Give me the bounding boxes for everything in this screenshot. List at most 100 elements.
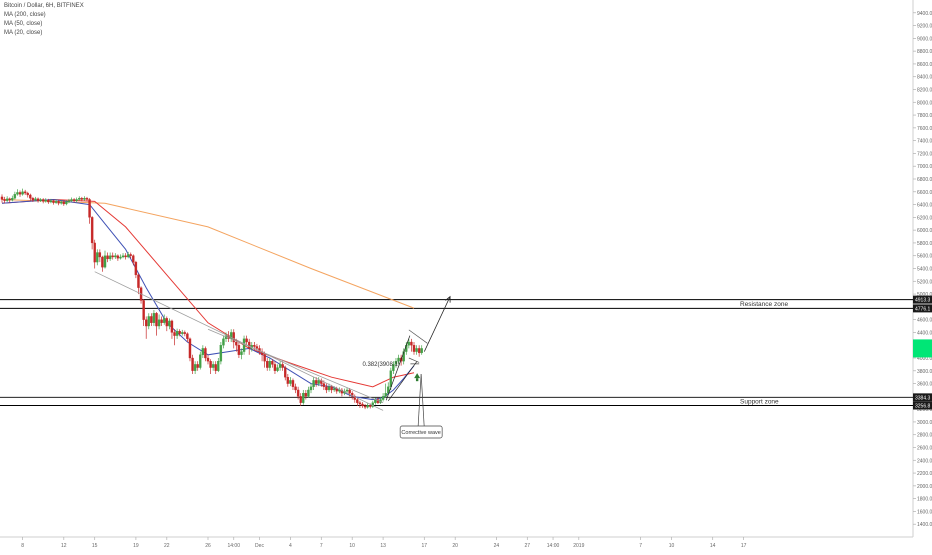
candle <box>47 198 50 204</box>
candle-body <box>296 389 300 397</box>
candle <box>412 342 416 355</box>
candle-body <box>96 252 99 263</box>
candle <box>13 191 17 200</box>
candle-body <box>322 383 326 387</box>
candle <box>181 329 184 336</box>
candle-body <box>173 332 176 336</box>
candle-body <box>23 191 27 194</box>
candle <box>394 358 398 368</box>
candle-body <box>204 348 207 359</box>
candle-body <box>222 338 225 346</box>
candle <box>219 342 223 365</box>
candle-body <box>72 199 76 201</box>
support-zone-label: Support zone <box>740 398 779 405</box>
time-tick-label: 8 <box>21 543 24 549</box>
candle <box>108 252 112 261</box>
candle <box>217 358 220 373</box>
candle-body <box>75 199 78 201</box>
candle <box>276 364 279 373</box>
candle <box>83 196 86 201</box>
candle <box>57 200 60 206</box>
price-tick-label: 3000.0 <box>917 420 932 426</box>
candle <box>358 400 362 408</box>
candle-body <box>294 386 297 391</box>
time-tick-label: 19 <box>133 543 139 549</box>
candle <box>278 361 282 371</box>
candle <box>229 329 233 343</box>
candle-body <box>209 361 212 368</box>
candle-body <box>16 192 19 195</box>
candle-body <box>116 255 120 259</box>
candle-body <box>384 393 387 397</box>
candle-body <box>31 198 35 201</box>
candle-body <box>235 341 238 346</box>
price-tick-label: 8600.0 <box>917 62 932 68</box>
candle <box>361 402 364 408</box>
candle <box>209 359 212 374</box>
candle <box>134 260 138 279</box>
price-label-tag <box>913 401 932 410</box>
candle <box>70 197 73 203</box>
candle-body <box>206 357 210 362</box>
price-tick-label: 6000.0 <box>917 228 932 234</box>
price-tick-label: 5400.0 <box>917 267 932 273</box>
candle <box>309 383 313 394</box>
candle-body <box>237 345 241 355</box>
price-tick-label: 8000.0 <box>917 100 932 106</box>
candle-body <box>70 199 73 201</box>
candle <box>273 361 277 374</box>
candle <box>42 198 45 204</box>
candle-body <box>119 256 122 259</box>
price-tick-label: 1800.0 <box>917 497 932 503</box>
resistance-zone-label: Resistance zone <box>740 301 788 308</box>
price-tick-label: 3800.0 <box>917 369 932 375</box>
candle <box>124 253 127 260</box>
candle-body <box>309 386 313 391</box>
descending-trendline-upper <box>207 328 384 404</box>
candle-body <box>186 333 189 339</box>
legend-ma200: MA (200, close) <box>4 12 46 18</box>
candle-body <box>85 198 89 200</box>
time-tick-label: 10 <box>349 543 355 549</box>
candle-body <box>392 364 395 371</box>
candle-body <box>381 396 385 400</box>
candle <box>132 254 135 266</box>
candle-body <box>11 198 14 201</box>
candle-body <box>327 386 331 391</box>
candle-body <box>175 330 179 336</box>
candle-body <box>348 389 351 394</box>
time-tick-label: 2019 <box>573 543 584 549</box>
candle-body <box>415 348 418 352</box>
candle <box>211 361 215 371</box>
candle <box>255 343 259 352</box>
price-label-text: 4776.1 <box>915 306 931 312</box>
candle <box>366 403 369 409</box>
candle <box>155 311 158 336</box>
candle <box>170 319 174 339</box>
candle <box>139 286 143 304</box>
candle <box>387 382 390 396</box>
candle-body <box>199 354 202 368</box>
candle-body <box>232 332 235 343</box>
candle <box>266 358 269 371</box>
candle-body <box>111 255 114 258</box>
candle-body <box>108 255 112 260</box>
candle-body <box>217 361 220 371</box>
price-label-text: 3256.8 <box>915 404 931 410</box>
candle <box>371 400 374 408</box>
candle-body <box>152 313 156 323</box>
candle-body <box>83 198 86 200</box>
candle-body <box>245 338 248 343</box>
rising-channel-upper <box>385 335 411 401</box>
candle-body <box>54 201 58 203</box>
time-tick-label: 24 <box>494 543 500 549</box>
corrective-wave-label: Corrective wave <box>401 430 440 436</box>
candle <box>60 200 63 205</box>
candle <box>173 329 176 346</box>
candle-body <box>47 199 50 203</box>
candle-body <box>253 345 256 347</box>
price-tick-label: 2400.0 <box>917 458 932 464</box>
candle-body <box>302 393 305 403</box>
